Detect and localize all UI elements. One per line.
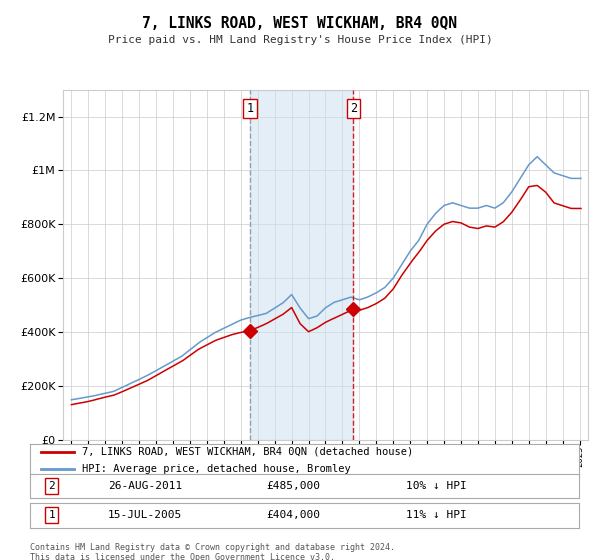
Text: £485,000: £485,000 — [266, 481, 320, 491]
Text: 10% ↓ HPI: 10% ↓ HPI — [406, 481, 467, 491]
Text: Price paid vs. HM Land Registry's House Price Index (HPI): Price paid vs. HM Land Registry's House … — [107, 35, 493, 45]
Text: This data is licensed under the Open Government Licence v3.0.: This data is licensed under the Open Gov… — [30, 553, 335, 560]
Text: 7, LINKS ROAD, WEST WICKHAM, BR4 0QN: 7, LINKS ROAD, WEST WICKHAM, BR4 0QN — [143, 16, 458, 31]
Text: £404,000: £404,000 — [266, 510, 320, 520]
Text: 2: 2 — [49, 481, 55, 491]
Text: HPI: Average price, detached house, Bromley: HPI: Average price, detached house, Brom… — [82, 464, 351, 474]
Text: 7, LINKS ROAD, WEST WICKHAM, BR4 0QN (detached house): 7, LINKS ROAD, WEST WICKHAM, BR4 0QN (de… — [82, 447, 413, 457]
Text: 1: 1 — [49, 510, 55, 520]
Bar — [250, 90, 353, 440]
Text: 11% ↓ HPI: 11% ↓ HPI — [406, 510, 467, 520]
Text: 26-AUG-2011: 26-AUG-2011 — [108, 481, 182, 491]
Text: 2: 2 — [350, 102, 357, 115]
Text: Contains HM Land Registry data © Crown copyright and database right 2024.: Contains HM Land Registry data © Crown c… — [30, 543, 395, 552]
Text: 1: 1 — [247, 102, 254, 115]
Text: 15-JUL-2005: 15-JUL-2005 — [108, 510, 182, 520]
